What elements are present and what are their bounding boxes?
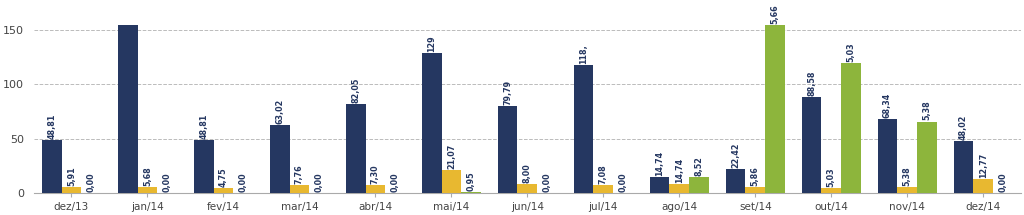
Text: 22,42: 22,42: [731, 142, 740, 168]
Text: 7,76: 7,76: [295, 164, 304, 184]
Text: 5,38: 5,38: [903, 166, 911, 186]
Bar: [290, 185, 309, 193]
Bar: [498, 106, 517, 193]
Bar: [269, 125, 290, 193]
Bar: [802, 97, 821, 193]
Bar: [953, 141, 974, 193]
Bar: [765, 25, 785, 193]
Text: 63,02: 63,02: [275, 98, 285, 124]
Text: 12,77: 12,77: [979, 153, 988, 178]
Text: 5,03: 5,03: [826, 167, 836, 187]
Text: 0,00: 0,00: [87, 172, 95, 192]
Bar: [821, 188, 841, 193]
Bar: [61, 187, 81, 193]
Text: 118,: 118,: [580, 44, 588, 64]
Text: 8,00: 8,00: [523, 164, 531, 183]
Text: 48,81: 48,81: [47, 114, 56, 139]
Bar: [897, 187, 918, 193]
Bar: [878, 119, 897, 193]
Text: 88,58: 88,58: [807, 70, 816, 96]
Bar: [573, 65, 594, 193]
Bar: [461, 192, 481, 193]
Bar: [649, 177, 670, 193]
Text: 0,00: 0,00: [391, 172, 399, 192]
Text: 5,38: 5,38: [923, 101, 932, 120]
Text: 0,95: 0,95: [467, 171, 475, 191]
Bar: [366, 185, 385, 193]
Text: 21,07: 21,07: [446, 144, 456, 169]
Text: 7,30: 7,30: [371, 164, 380, 184]
Text: 0,00: 0,00: [543, 172, 552, 192]
Bar: [422, 53, 441, 193]
Text: 0,00: 0,00: [314, 172, 324, 192]
Text: 7,08: 7,08: [599, 165, 608, 184]
Text: 5,86: 5,86: [751, 166, 760, 186]
Bar: [689, 177, 709, 193]
Bar: [346, 104, 366, 193]
Text: 48,02: 48,02: [959, 115, 968, 140]
Bar: [118, 25, 137, 193]
Text: 0,00: 0,00: [163, 172, 172, 192]
Bar: [42, 140, 61, 193]
Bar: [137, 187, 158, 193]
Bar: [918, 121, 937, 193]
Bar: [745, 187, 765, 193]
Bar: [517, 184, 538, 193]
Text: 48,81: 48,81: [200, 114, 208, 139]
Text: 129: 129: [427, 35, 436, 52]
Bar: [974, 179, 993, 193]
Bar: [214, 188, 233, 193]
Text: 4,75: 4,75: [219, 167, 228, 187]
Text: 5,66: 5,66: [770, 4, 779, 24]
Bar: [194, 140, 214, 193]
Text: 79,79: 79,79: [503, 80, 512, 105]
Text: 5,91: 5,91: [67, 166, 76, 186]
Text: 5,68: 5,68: [143, 166, 152, 186]
Bar: [441, 170, 461, 193]
Text: 0,00: 0,00: [239, 172, 248, 192]
Text: 0,00: 0,00: [998, 172, 1008, 192]
Text: 0,00: 0,00: [618, 172, 628, 192]
Bar: [594, 186, 613, 193]
Text: 8,52: 8,52: [694, 156, 703, 176]
Text: 5,03: 5,03: [847, 42, 855, 62]
Bar: [841, 63, 861, 193]
Text: 14,74: 14,74: [675, 158, 684, 183]
Text: 82,05: 82,05: [351, 78, 360, 103]
Bar: [670, 184, 689, 193]
Bar: [726, 169, 745, 193]
Text: 68,34: 68,34: [883, 93, 892, 118]
Text: 14,74: 14,74: [655, 151, 664, 176]
